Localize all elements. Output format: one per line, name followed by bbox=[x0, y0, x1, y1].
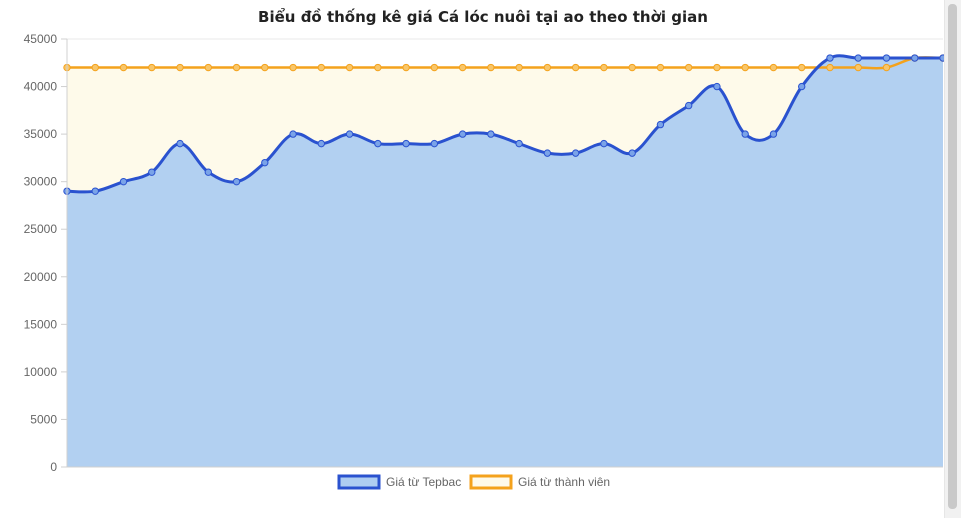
data-point-tepbac[interactable] bbox=[882, 54, 891, 62]
scrollbar-thumb[interactable] bbox=[948, 4, 957, 509]
legend: Giá từ Tepbac Giá từ thành viên bbox=[337, 474, 610, 490]
data-point-thanh-vien[interactable] bbox=[261, 63, 269, 72]
data-point-tepbac[interactable] bbox=[119, 177, 128, 186]
data-point-tepbac[interactable] bbox=[458, 130, 467, 138]
legend-label-tepbac: Giá từ Tepbac bbox=[386, 475, 461, 489]
series-area-tepbac bbox=[67, 55, 943, 468]
data-point-tepbac[interactable] bbox=[402, 139, 410, 148]
chart-svg: Biểu đồ thống kê giá Cá lóc nuôi tại ao … bbox=[24, 7, 947, 490]
data-point-thanh-vien[interactable] bbox=[458, 63, 467, 72]
data-point-tepbac[interactable] bbox=[798, 82, 806, 91]
data-point-tepbac[interactable] bbox=[176, 139, 184, 148]
data-point-thanh-vien[interactable] bbox=[656, 63, 665, 72]
point-layer bbox=[63, 54, 947, 195]
data-point-tepbac[interactable] bbox=[430, 139, 439, 148]
data-point-thanh-vien[interactable] bbox=[317, 63, 326, 72]
data-point-thanh-vien[interactable] bbox=[204, 63, 212, 72]
y-tick-label: 0 bbox=[50, 460, 57, 474]
data-point-thanh-vien[interactable] bbox=[430, 63, 439, 72]
data-point-tepbac[interactable] bbox=[656, 120, 665, 129]
data-point-tepbac[interactable] bbox=[317, 139, 326, 148]
legend-label-thanh-vien: Giá từ thành viên bbox=[518, 475, 610, 489]
data-point-tepbac[interactable] bbox=[628, 149, 636, 157]
data-point-tepbac[interactable] bbox=[515, 139, 523, 148]
data-point-tepbac[interactable] bbox=[600, 139, 608, 148]
data-point-thanh-vien[interactable] bbox=[91, 63, 99, 72]
data-point-thanh-vien[interactable] bbox=[374, 63, 382, 72]
y-tick-label: 25000 bbox=[24, 222, 58, 236]
data-point-tepbac[interactable] bbox=[345, 130, 354, 138]
data-point-thanh-vien[interactable] bbox=[826, 63, 834, 72]
data-point-thanh-vien[interactable] bbox=[119, 63, 128, 72]
legend-item-tepbac[interactable]: Giá từ Tepbac bbox=[337, 474, 461, 490]
y-tick-label: 35000 bbox=[24, 127, 58, 141]
data-point-tepbac[interactable] bbox=[684, 101, 693, 110]
axis-layer: 0 5000 10000 15000 20000 25000 30000 35000 40000… bbox=[24, 32, 943, 474]
data-point-tepbac[interactable] bbox=[289, 130, 297, 138]
data-point-thanh-vien[interactable] bbox=[543, 63, 552, 72]
y-tick-label: 20000 bbox=[24, 270, 58, 284]
data-point-tepbac[interactable] bbox=[204, 168, 212, 176]
data-point-thanh-vien[interactable] bbox=[741, 63, 749, 72]
data-point-thanh-vien[interactable] bbox=[571, 63, 580, 72]
legend-swatch-tepbac bbox=[337, 474, 381, 490]
data-point-thanh-vien[interactable] bbox=[684, 63, 693, 72]
data-point-thanh-vien[interactable] bbox=[769, 63, 778, 72]
data-point-thanh-vien[interactable] bbox=[600, 63, 608, 72]
y-tick-label: 10000 bbox=[24, 365, 58, 379]
data-point-tepbac[interactable] bbox=[854, 54, 862, 62]
data-point-tepbac[interactable] bbox=[148, 168, 156, 176]
vertical-scrollbar[interactable] bbox=[944, 0, 961, 518]
data-point-tepbac[interactable] bbox=[91, 187, 99, 195]
data-point-thanh-vien[interactable] bbox=[148, 63, 156, 72]
data-point-tepbac[interactable] bbox=[487, 130, 495, 138]
y-tick-label: 40000 bbox=[24, 80, 58, 94]
y-tick-label: 5000 bbox=[30, 412, 57, 426]
data-point-tepbac[interactable] bbox=[769, 130, 778, 138]
data-point-tepbac[interactable] bbox=[826, 54, 834, 62]
data-point-tepbac[interactable] bbox=[374, 139, 382, 148]
data-point-thanh-vien[interactable] bbox=[176, 63, 184, 72]
data-point-thanh-vien[interactable] bbox=[798, 63, 806, 72]
data-point-thanh-vien[interactable] bbox=[628, 63, 636, 72]
data-point-thanh-vien[interactable] bbox=[487, 63, 495, 72]
legend-item-thanh-vien[interactable]: Giá từ thành viên bbox=[469, 474, 610, 490]
data-point-tepbac[interactable] bbox=[911, 54, 919, 62]
legend-swatch-thanh-vien bbox=[469, 474, 513, 490]
data-point-thanh-vien[interactable] bbox=[515, 63, 523, 72]
chart-title: Biểu đồ thống kê giá Cá lóc nuôi tại ao … bbox=[258, 7, 708, 26]
data-point-tepbac[interactable] bbox=[741, 130, 749, 138]
series-line-thanh-vien bbox=[66, 56, 944, 70]
data-point-tepbac[interactable] bbox=[261, 158, 269, 167]
area-layer bbox=[67, 55, 943, 468]
data-point-thanh-vien[interactable] bbox=[882, 63, 891, 72]
data-point-thanh-vien[interactable] bbox=[289, 63, 297, 72]
data-point-tepbac[interactable] bbox=[571, 149, 580, 157]
data-point-tepbac[interactable] bbox=[232, 177, 241, 186]
y-tick-label: 45000 bbox=[24, 32, 58, 46]
data-point-thanh-vien[interactable] bbox=[232, 63, 241, 72]
y-tick-label: 30000 bbox=[24, 175, 58, 189]
y-tick-label: 15000 bbox=[24, 317, 58, 331]
data-point-thanh-vien[interactable] bbox=[713, 63, 721, 72]
data-point-tepbac[interactable] bbox=[543, 149, 552, 157]
data-point-thanh-vien[interactable] bbox=[402, 63, 410, 72]
data-point-thanh-vien[interactable] bbox=[345, 63, 354, 72]
data-point-thanh-vien[interactable] bbox=[854, 63, 862, 72]
data-point-tepbac[interactable] bbox=[713, 82, 721, 91]
